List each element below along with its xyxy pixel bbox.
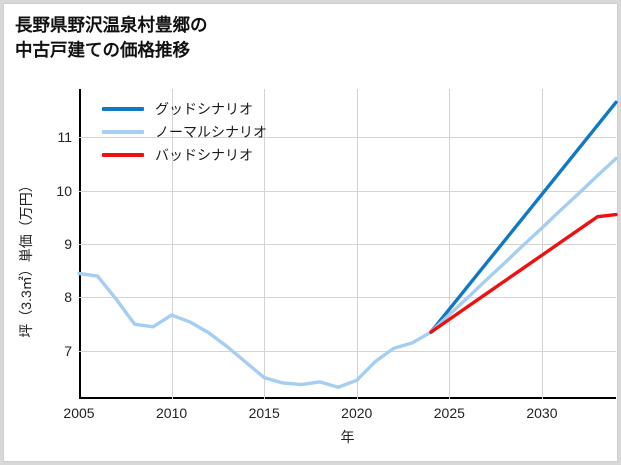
gridline-horizontal [79, 137, 616, 139]
x-tick-label: 2030 [526, 405, 558, 421]
gridline-vertical [541, 89, 543, 399]
legend-item-label: ノーマルシナリオ [155, 123, 267, 140]
chart-figure: 長野県野沢温泉村豊郷の 中古戸建ての価格推移 坪（3.3㎡）単価（万円） 7 8 9… [3, 3, 618, 462]
legend-color-swatch [102, 106, 144, 111]
y-tick-label: 11 [57, 129, 72, 146]
legend-item[interactable]: バッドシナリオ [102, 143, 312, 166]
x-tick-label: 2010 [156, 405, 188, 421]
x-tick-label: 2015 [248, 405, 280, 421]
y-tick-label: 8 [64, 289, 72, 306]
gridline-vertical [171, 89, 173, 399]
y-tick-label: 10 [56, 182, 72, 199]
x-tick-label: 2020 [341, 405, 373, 421]
legend-item[interactable]: グッドシナリオ [102, 97, 312, 120]
gridline-horizontal [79, 190, 616, 192]
gridline-vertical [264, 89, 266, 399]
legend-item-label: グッドシナリオ [155, 100, 253, 117]
chart-title: 長野県野沢温泉村豊郷の 中古戸建ての価格推移 [15, 15, 208, 61]
x-tick-label: 2025 [433, 405, 465, 421]
x-tick-label: 2005 [63, 405, 95, 421]
legend-item-label: バッドシナリオ [155, 146, 253, 163]
gridline-vertical [449, 89, 451, 399]
y-tick-label: 7 [64, 342, 72, 359]
series-line [429, 100, 618, 334]
series-line [429, 212, 618, 334]
y-tick-label: 9 [64, 236, 72, 252]
gridline-horizontal [79, 297, 616, 299]
gridline-vertical [356, 89, 358, 399]
y-axis-label: 坪（3.3㎡）単価（万円） [18, 178, 34, 338]
legend-color-swatch [102, 129, 144, 134]
chart-legend: グッドシナリオ ノーマルシナリオ バッドシナリオ [102, 97, 312, 166]
legend-item[interactable]: ノーマルシナリオ [102, 120, 312, 143]
x-axis-label: 年 [340, 429, 355, 445]
plot-area: 7 8 9 10 11 2005 2010 2015 2020 2025 2030 [56, 89, 618, 421]
gridline-horizontal [79, 350, 616, 352]
x-axis-spine [79, 397, 616, 399]
series-line [77, 156, 618, 389]
gridline-horizontal [79, 244, 616, 245]
legend-color-swatch [102, 152, 144, 157]
data-series-layer [77, 100, 618, 389]
